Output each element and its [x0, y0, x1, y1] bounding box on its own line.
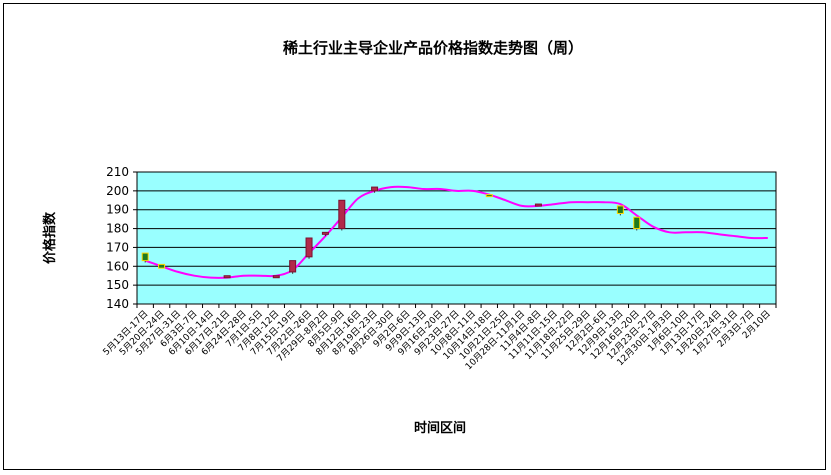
candle-body	[633, 216, 641, 230]
candle-body	[534, 203, 542, 207]
y-axis-label: 价格指数	[42, 211, 58, 264]
y-tick-label: 210	[106, 165, 129, 179]
y-tick-label: 160	[106, 259, 129, 273]
plot-background	[136, 171, 777, 305]
candle-body	[272, 275, 280, 279]
candle-body	[158, 263, 166, 269]
candle-body	[141, 252, 149, 262]
y-tick-label: 180	[106, 222, 129, 236]
candle-body	[371, 186, 379, 192]
candle-body	[485, 194, 493, 198]
plot-area: 1401501601701801902002105月13日-17日5月20日-2…	[101, 165, 777, 372]
y-tick-label: 170	[106, 240, 129, 254]
candle-body	[305, 237, 313, 258]
index-line	[144, 185, 768, 279]
y-tick-label: 140	[106, 297, 129, 311]
candle-body	[321, 231, 329, 235]
chart-title: 稀土行业主导企业产品价格指数走势图（周）	[283, 39, 583, 57]
y-tick-label: 150	[106, 278, 129, 292]
candle-body	[616, 205, 624, 214]
candle-body	[338, 199, 346, 230]
candle-body	[289, 260, 297, 273]
candle-body	[223, 275, 231, 279]
y-tick-label: 190	[106, 203, 129, 217]
y-tick-label: 200	[106, 184, 129, 198]
x-axis-label: 时间区间	[414, 420, 466, 436]
